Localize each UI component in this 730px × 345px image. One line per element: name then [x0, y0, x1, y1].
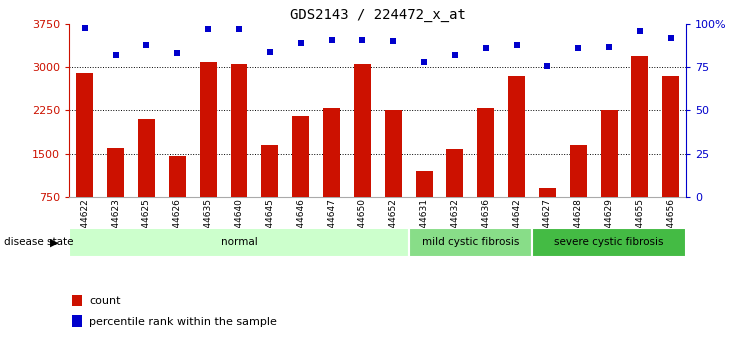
Point	[542, 63, 553, 68]
Point	[172, 51, 183, 56]
Bar	[72, 315, 82, 327]
Point	[572, 46, 584, 51]
Bar	[169, 156, 185, 197]
Bar	[261, 145, 278, 197]
Bar	[292, 116, 309, 197]
Point	[356, 37, 368, 42]
Point	[388, 39, 399, 44]
Text: severe cystic fibrosis: severe cystic fibrosis	[554, 237, 664, 247]
Point	[511, 42, 523, 48]
Bar	[539, 188, 556, 197]
Bar	[570, 145, 587, 197]
Point	[295, 40, 307, 46]
Text: percentile rank within the sample: percentile rank within the sample	[89, 317, 277, 327]
Point	[141, 42, 153, 48]
Point	[110, 52, 121, 58]
Point	[202, 27, 214, 32]
Bar	[508, 76, 525, 197]
Text: mild cystic fibrosis: mild cystic fibrosis	[422, 237, 519, 247]
Point	[449, 52, 461, 58]
Text: normal: normal	[220, 237, 258, 247]
Bar	[662, 76, 679, 197]
Bar	[138, 119, 155, 197]
Point	[634, 28, 646, 34]
FancyBboxPatch shape	[69, 228, 409, 257]
Bar	[631, 56, 648, 197]
Bar	[477, 108, 494, 197]
Point	[326, 37, 337, 42]
Point	[665, 35, 677, 41]
Bar	[72, 295, 82, 306]
Point	[418, 59, 430, 65]
Bar	[231, 65, 247, 197]
Text: count: count	[89, 296, 120, 306]
Bar	[447, 149, 464, 197]
Point	[603, 44, 615, 49]
Text: ▶: ▶	[50, 237, 58, 247]
Point	[264, 49, 276, 55]
Bar	[77, 73, 93, 197]
Bar	[415, 171, 432, 197]
Bar	[323, 108, 340, 197]
Bar	[385, 110, 402, 197]
Point	[233, 27, 245, 32]
Title: GDS2143 / 224472_x_at: GDS2143 / 224472_x_at	[290, 8, 466, 22]
Bar	[107, 148, 124, 197]
Point	[79, 25, 91, 30]
Bar	[354, 65, 371, 197]
Bar	[200, 61, 217, 197]
FancyBboxPatch shape	[532, 228, 686, 257]
FancyBboxPatch shape	[409, 228, 532, 257]
Text: disease state: disease state	[4, 237, 73, 247]
Bar	[601, 110, 618, 197]
Point	[480, 46, 491, 51]
